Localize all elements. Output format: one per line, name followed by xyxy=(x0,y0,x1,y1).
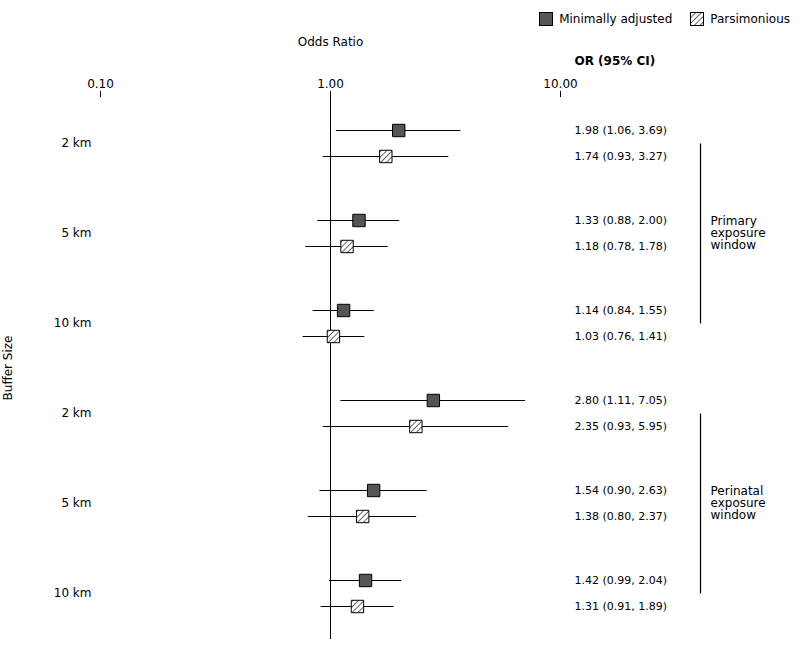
svg-text:2 km: 2 km xyxy=(61,406,91,420)
svg-text:2.80 (1.11, 7.05): 2.80 (1.11, 7.05) xyxy=(575,394,668,407)
svg-text:10 km: 10 km xyxy=(54,316,92,330)
svg-text:1.38 (0.80, 2.37): 1.38 (0.80, 2.37) xyxy=(575,510,668,523)
svg-text:1.03 (0.76, 1.41): 1.03 (0.76, 1.41) xyxy=(575,330,668,343)
svg-text:1.31 (0.91, 1.89): 1.31 (0.91, 1.89) xyxy=(575,600,668,613)
svg-text:10.00: 10.00 xyxy=(543,77,577,91)
html-text:Parsimonious: Parsimonious xyxy=(710,12,790,26)
svg-text:1.54 (0.90, 2.63): 1.54 (0.90, 2.63) xyxy=(575,484,668,497)
svg-text:0.10: 0.10 xyxy=(87,77,114,91)
svg-text:2 km: 2 km xyxy=(61,136,91,150)
svg-text:1.00: 1.00 xyxy=(317,77,344,91)
svg-text:10 km: 10 km xyxy=(54,586,92,600)
svg-text:Primaryexposurewindow: Primaryexposurewindow xyxy=(711,214,766,252)
svg-text:OR (95% CI): OR (95% CI) xyxy=(575,54,656,68)
svg-text:1.14 (0.84, 1.55): 1.14 (0.84, 1.55) xyxy=(575,304,668,317)
svg-text:1.18 (0.78, 1.78): 1.18 (0.78, 1.78) xyxy=(575,240,668,253)
svg-text:2.35 (0.93, 5.95): 2.35 (0.93, 5.95) xyxy=(575,420,668,433)
svg-text:1.33 (0.88, 2.00): 1.33 (0.88, 2.00) xyxy=(575,214,668,227)
svg-text:Perinatalexposurewindow: Perinatalexposurewindow xyxy=(711,484,766,522)
html-text:Minimally adjusted: Minimally adjusted xyxy=(559,12,673,26)
svg-text:5 km: 5 km xyxy=(61,496,91,510)
svg-text:Buffer Size: Buffer Size xyxy=(1,336,15,401)
svg-text:1.74 (0.93, 3.27): 1.74 (0.93, 3.27) xyxy=(575,150,668,163)
svg-text:1.98 (1.06, 3.69): 1.98 (1.06, 3.69) xyxy=(575,124,668,137)
svg-text:5 km: 5 km xyxy=(61,226,91,240)
svg-text:1.42 (0.99, 2.04): 1.42 (0.99, 2.04) xyxy=(575,574,668,587)
svg-text:Odds Ratio: Odds Ratio xyxy=(298,35,364,49)
